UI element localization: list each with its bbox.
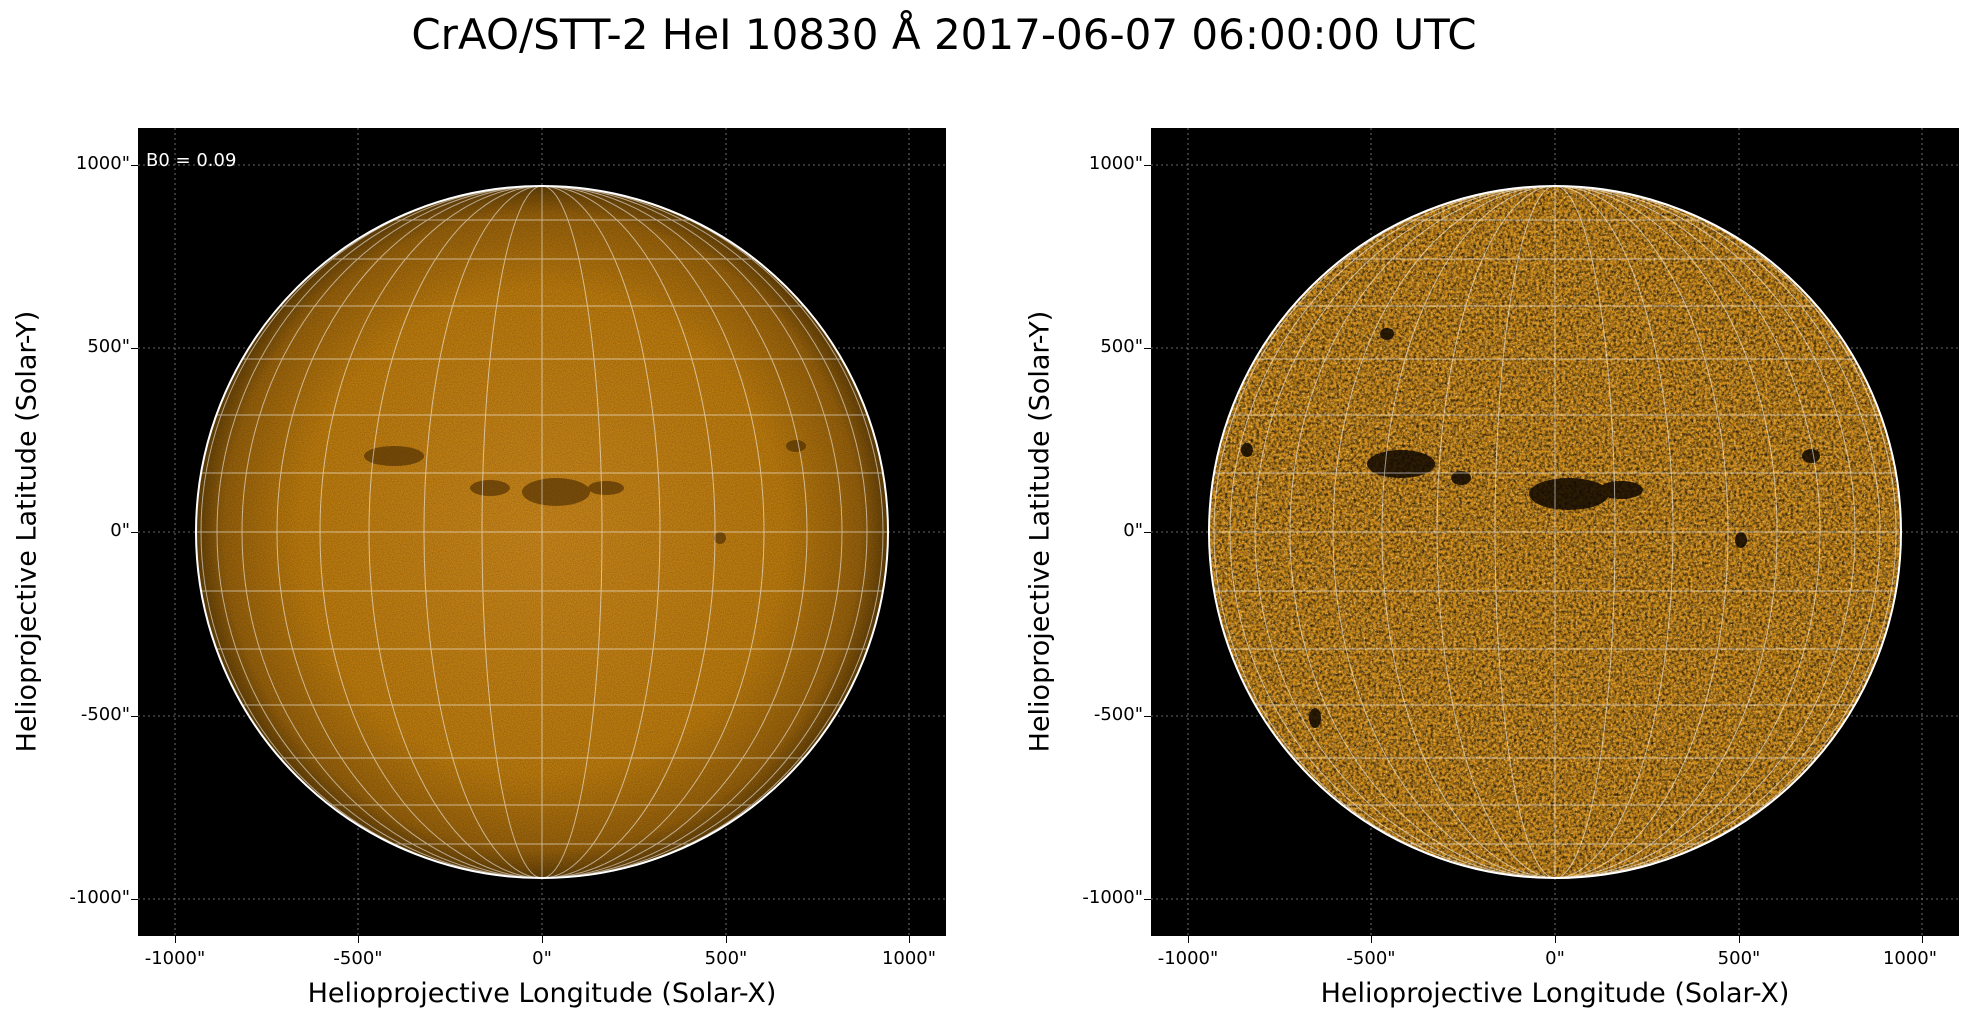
left-ytickmark	[131, 348, 138, 349]
right-ytickmark	[1144, 899, 1151, 900]
right-xtick-neg1000: -1000"	[1157, 948, 1219, 969]
left-xtickmark	[726, 936, 727, 943]
right-ytickmark	[1144, 348, 1151, 349]
left-xtickmark	[175, 936, 176, 943]
left-xtick-neg500: -500"	[333, 948, 383, 969]
left-limb-outline	[195, 185, 889, 879]
left-xtickmark	[542, 936, 543, 943]
right-ytick-neg500: -500"	[1093, 704, 1143, 725]
right-xtick-500: 500"	[1717, 948, 1761, 969]
left-xtick-500: 500"	[704, 948, 748, 969]
right-ylabel: Helioprojective Latitude (Solar-Y)	[1024, 310, 1056, 753]
right-xtickmark	[1555, 936, 1556, 943]
right-solar-disk-svg	[1151, 128, 1959, 936]
left-ytickmark	[131, 716, 138, 717]
right-ytickmark	[1144, 716, 1151, 717]
right-xlabel: Helioprojective Longitude (Solar-X)	[1320, 978, 1790, 1009]
left-ytickmark	[131, 899, 138, 900]
right-xtickmark	[1922, 936, 1923, 943]
left-ytick-1000: 1000"	[75, 153, 130, 174]
left-xtickmark	[909, 936, 910, 943]
right-ytick-neg1000: -1000"	[1082, 887, 1143, 908]
left-xlabel: Helioprojective Longitude (Solar-X)	[307, 978, 777, 1009]
figure-title: CrAO/STT-2 HeI 10830 Å 2017-06-07 06:00:…	[411, 10, 1477, 59]
right-limb-outline	[1208, 185, 1902, 879]
left-ytick-500: 500"	[87, 336, 130, 357]
right-xtick-0: 0"	[1545, 948, 1565, 969]
left-solar-disk-svg	[138, 128, 946, 936]
right-ytick-1000: 1000"	[1088, 153, 1143, 174]
left-ytick-0: 0"	[110, 520, 130, 541]
left-ytick-neg1000: -1000"	[69, 887, 130, 908]
right-xtick-1000: 1000"	[1882, 948, 1938, 969]
right-xtickmark	[1371, 936, 1372, 943]
left-ylabel: Helioprojective Latitude (Solar-Y)	[11, 310, 43, 753]
left-xtick-0: 0"	[532, 948, 552, 969]
right-image-plot	[1151, 128, 1959, 936]
left-ytickmark	[131, 532, 138, 533]
left-image-plot: B0 = 0.09	[138, 128, 946, 936]
right-ytickmark	[1144, 165, 1151, 166]
left-ytickmark	[131, 165, 138, 166]
left-xtick-1000: 1000"	[881, 948, 937, 969]
left-ytick-neg500: -500"	[80, 704, 130, 725]
right-xtick-neg500: -500"	[1346, 948, 1396, 969]
right-ytickmark	[1144, 532, 1151, 533]
right-ytick-500: 500"	[1100, 336, 1143, 357]
right-xtickmark	[1739, 936, 1740, 943]
left-xtickmark	[358, 936, 359, 943]
b0-annotation: B0 = 0.09	[146, 150, 237, 171]
left-xtick-neg1000: -1000"	[144, 948, 206, 969]
right-ytick-0: 0"	[1123, 520, 1143, 541]
right-xtickmark	[1188, 936, 1189, 943]
